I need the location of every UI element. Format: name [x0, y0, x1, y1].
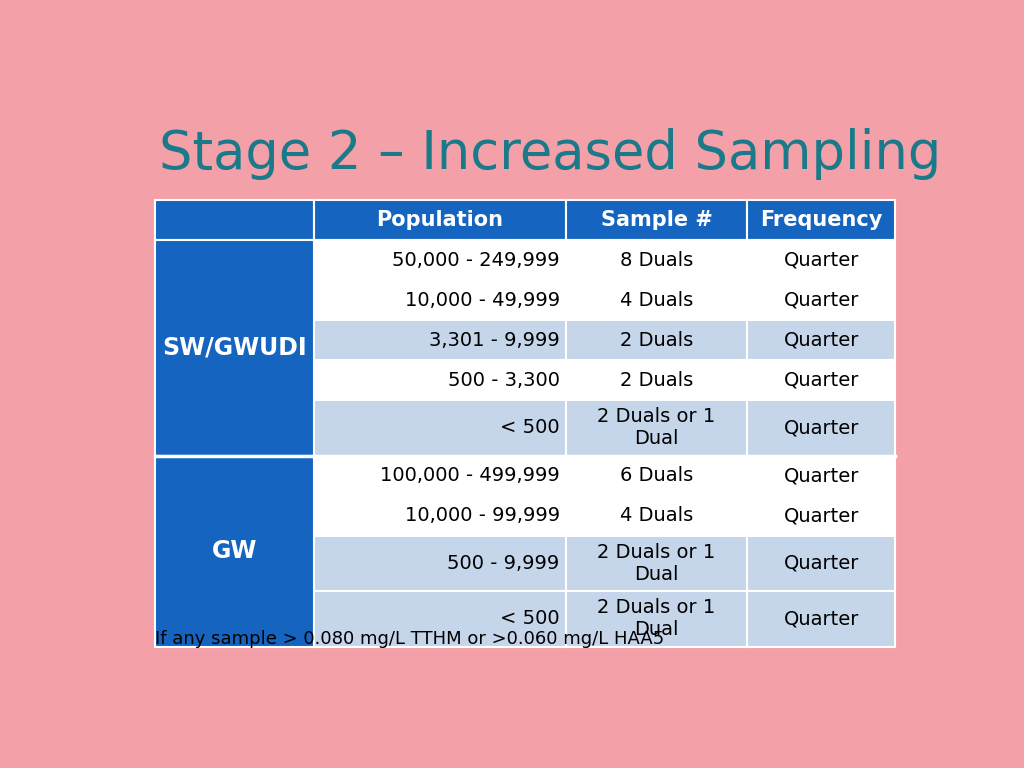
Bar — [748, 200, 895, 240]
Bar — [314, 536, 566, 591]
Bar — [155, 455, 314, 647]
Text: 2 Duals or 1
Dual: 2 Duals or 1 Dual — [597, 407, 716, 449]
Bar — [748, 360, 895, 400]
Text: 2 Duals: 2 Duals — [620, 371, 693, 389]
Text: < 500: < 500 — [500, 419, 560, 438]
Text: 100,000 - 499,999: 100,000 - 499,999 — [380, 466, 560, 485]
Text: Stage 2 – Increased Sampling: Stage 2 – Increased Sampling — [159, 127, 941, 180]
Bar — [314, 240, 566, 280]
Text: Quarter: Quarter — [783, 609, 859, 628]
Text: Quarter: Quarter — [783, 554, 859, 573]
Bar — [748, 320, 895, 360]
Text: 500 - 3,300: 500 - 3,300 — [447, 371, 560, 389]
Text: < 500: < 500 — [500, 609, 560, 628]
Bar — [314, 400, 566, 455]
Bar — [566, 200, 748, 240]
Bar — [748, 591, 895, 647]
Bar — [566, 280, 748, 320]
Text: 2 Duals or 1
Dual: 2 Duals or 1 Dual — [597, 598, 716, 639]
Text: Quarter: Quarter — [783, 419, 859, 438]
Text: Quarter: Quarter — [783, 506, 859, 525]
Bar — [155, 200, 314, 240]
Bar — [566, 455, 748, 495]
Bar — [566, 360, 748, 400]
Bar — [566, 536, 748, 591]
Bar — [314, 455, 566, 495]
Text: 10,000 - 49,999: 10,000 - 49,999 — [404, 290, 560, 310]
Text: Frequency: Frequency — [760, 210, 883, 230]
Text: Population: Population — [377, 210, 504, 230]
Bar — [314, 280, 566, 320]
Bar — [748, 455, 895, 495]
Text: Sample #: Sample # — [601, 210, 713, 230]
Text: GW: GW — [212, 539, 257, 563]
Bar — [748, 240, 895, 280]
Bar — [566, 240, 748, 280]
Text: 50,000 - 249,999: 50,000 - 249,999 — [392, 250, 560, 270]
Text: Quarter: Quarter — [783, 250, 859, 270]
Text: 8 Duals: 8 Duals — [620, 250, 693, 270]
Bar — [566, 495, 748, 536]
Bar — [314, 360, 566, 400]
Text: 10,000 - 99,999: 10,000 - 99,999 — [404, 506, 560, 525]
Text: 2 Duals or 1
Dual: 2 Duals or 1 Dual — [597, 543, 716, 584]
Text: 500 - 9,999: 500 - 9,999 — [447, 554, 560, 573]
Bar — [314, 591, 566, 647]
Bar — [748, 280, 895, 320]
Bar — [566, 591, 748, 647]
Text: 4 Duals: 4 Duals — [620, 290, 693, 310]
Bar — [314, 320, 566, 360]
Bar — [314, 200, 566, 240]
Bar — [314, 495, 566, 536]
Text: Quarter: Quarter — [783, 371, 859, 389]
Text: 4 Duals: 4 Duals — [620, 506, 693, 525]
Bar — [748, 536, 895, 591]
Bar — [566, 320, 748, 360]
Text: If any sample > 0.080 mg/L TTHM or >0.060 mg/L HAA5: If any sample > 0.080 mg/L TTHM or >0.06… — [155, 630, 665, 648]
Bar — [748, 495, 895, 536]
Text: 2 Duals: 2 Duals — [620, 330, 693, 349]
Text: Quarter: Quarter — [783, 330, 859, 349]
Bar — [155, 240, 314, 455]
Text: Quarter: Quarter — [783, 290, 859, 310]
Text: 6 Duals: 6 Duals — [620, 466, 693, 485]
Bar — [566, 400, 748, 455]
Text: SW/GWUDI: SW/GWUDI — [163, 336, 307, 359]
Text: Quarter: Quarter — [783, 466, 859, 485]
Bar — [748, 400, 895, 455]
Text: 3,301 - 9,999: 3,301 - 9,999 — [429, 330, 560, 349]
